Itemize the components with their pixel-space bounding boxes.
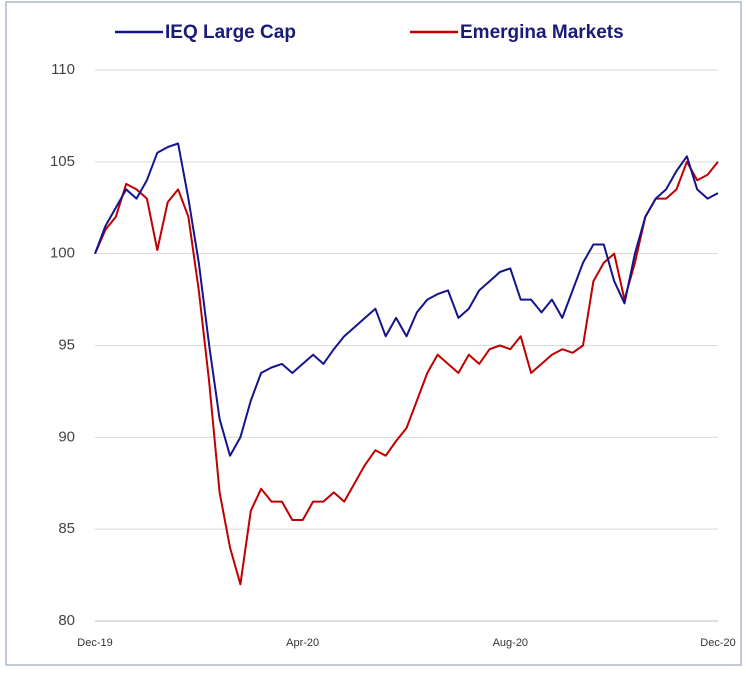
y-tick-label: 100 [50, 245, 75, 262]
frame [5, 1, 742, 666]
x-tick-label: Dec-20 [700, 637, 735, 649]
y-tick-label: 85 [58, 520, 75, 537]
y-tick-label: 80 [58, 612, 75, 629]
x-tick-label: Apr-20 [286, 637, 319, 649]
y-tick-label: 105 [50, 153, 75, 170]
legend-label: Emergina Markets [460, 22, 624, 43]
x-tick-label: Dec-19 [77, 637, 112, 649]
y-tick-label: 95 [58, 336, 75, 353]
series-line [94, 160, 719, 586]
series-line [94, 142, 719, 457]
legend-label: IEQ Large Cap [165, 22, 296, 43]
x-tick-label: Aug-20 [493, 637, 528, 649]
y-tick-label: 90 [58, 428, 75, 445]
y-tick-label: 110 [51, 61, 75, 78]
